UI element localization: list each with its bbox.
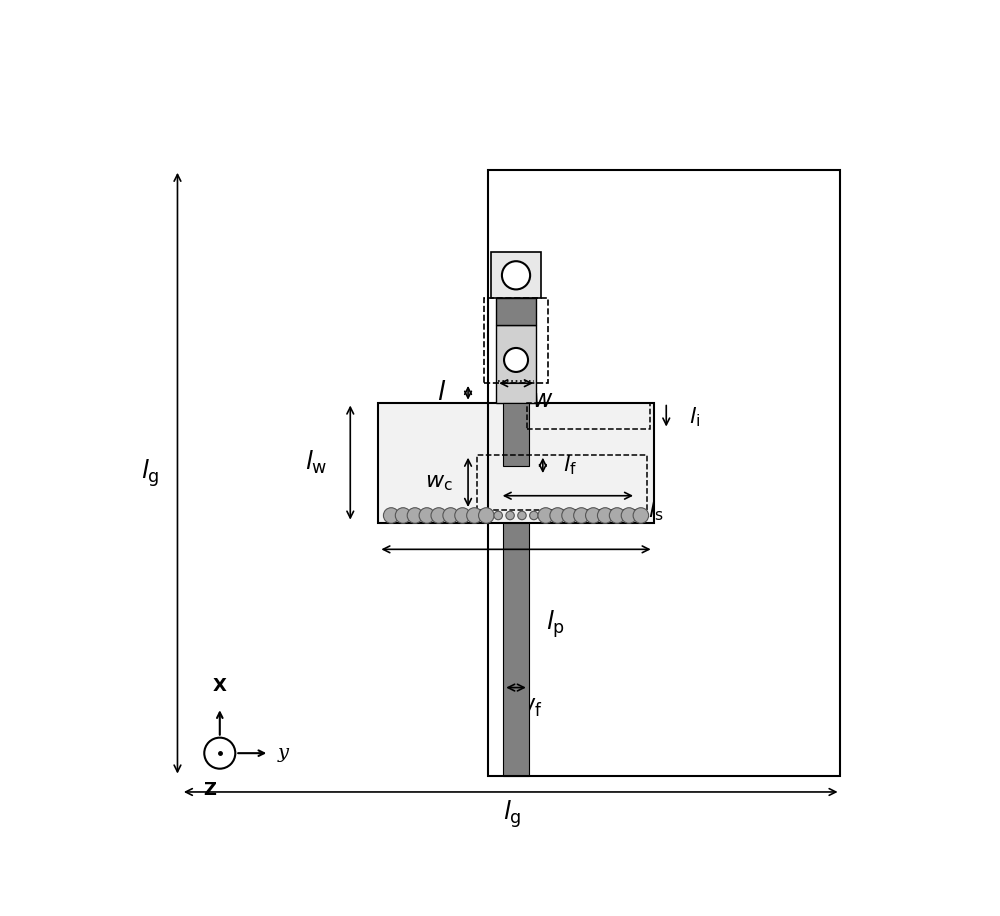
Bar	[503, 403, 529, 466]
Circle shape	[538, 507, 554, 523]
Text: y: y	[278, 744, 289, 762]
Text: $w$: $w$	[532, 389, 554, 412]
Text: Z: Z	[203, 781, 216, 800]
Circle shape	[395, 507, 411, 523]
Circle shape	[621, 507, 637, 523]
Circle shape	[419, 507, 435, 523]
Text: $l_\mathsf{p}$: $l_\mathsf{p}$	[546, 608, 565, 640]
Circle shape	[506, 511, 514, 519]
Text: $l$: $l$	[437, 380, 446, 405]
Text: $w_\mathsf{c}$: $w_\mathsf{c}$	[425, 472, 452, 494]
Bar	[378, 403, 654, 522]
Bar	[477, 455, 647, 510]
Bar	[503, 522, 529, 777]
Circle shape	[504, 348, 528, 372]
Circle shape	[518, 511, 526, 519]
Circle shape	[550, 507, 565, 523]
Circle shape	[407, 507, 423, 523]
Text: $l_\mathsf{i}$: $l_\mathsf{i}$	[689, 405, 700, 429]
Text: $l_\mathsf{g}$: $l_\mathsf{g}$	[141, 457, 160, 489]
Bar	[496, 325, 536, 403]
Circle shape	[431, 507, 447, 523]
Text: $l_\mathsf{w}$: $l_\mathsf{w}$	[305, 449, 328, 476]
Text: $w_\mathsf{f}$: $w_\mathsf{f}$	[515, 696, 542, 719]
Circle shape	[502, 261, 530, 289]
Circle shape	[455, 507, 470, 523]
Text: $l_\mathsf{s}$: $l_\mathsf{s}$	[648, 499, 663, 523]
Circle shape	[383, 507, 399, 523]
Circle shape	[530, 511, 538, 519]
Circle shape	[609, 507, 625, 523]
Circle shape	[597, 507, 613, 523]
Circle shape	[204, 737, 235, 769]
Circle shape	[633, 507, 649, 523]
Text: $l_\mathsf{f}$: $l_\mathsf{f}$	[563, 453, 577, 477]
Circle shape	[467, 507, 482, 523]
Circle shape	[494, 511, 502, 519]
Bar	[491, 253, 541, 299]
Bar	[484, 299, 548, 383]
Bar	[527, 403, 650, 430]
Bar	[488, 169, 840, 777]
Text: X: X	[213, 677, 227, 695]
Text: $l_\mathsf{g}$: $l_\mathsf{g}$	[503, 799, 522, 831]
Bar	[496, 299, 536, 325]
Circle shape	[443, 507, 458, 523]
Circle shape	[562, 507, 577, 523]
Circle shape	[586, 507, 601, 523]
Circle shape	[479, 507, 494, 523]
Circle shape	[574, 507, 589, 523]
